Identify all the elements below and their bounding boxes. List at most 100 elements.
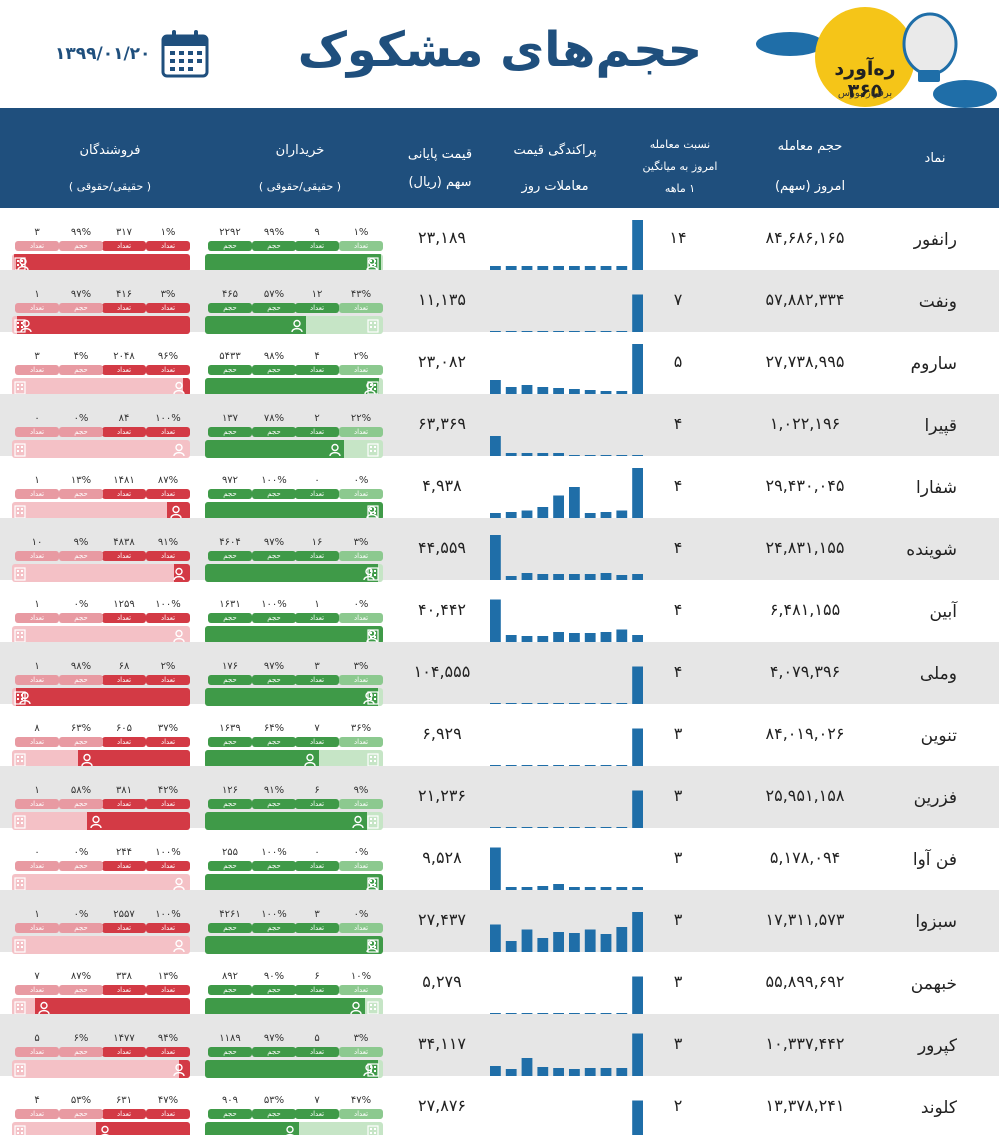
stat-value: ۱۲۶ bbox=[221, 785, 239, 796]
stat-pill: ۱۰۰% تعداد bbox=[146, 847, 190, 872]
stat-pill: ۶۴% حجم bbox=[252, 723, 296, 748]
spread-bar bbox=[632, 976, 643, 1014]
stat-pill: ۱۳% تعداد bbox=[146, 971, 190, 996]
stat-value: ۵۳% bbox=[70, 1095, 92, 1106]
person-icon bbox=[80, 752, 94, 767]
stat-pill: ۹۰۹ حجم bbox=[208, 1095, 252, 1120]
buyers-share-bar bbox=[205, 688, 383, 706]
stat-pill: ۲۵۵۷ تعداد bbox=[102, 909, 146, 934]
sellers-block: ۱% تعداد ۳۱۷ تعداد ۹۹% حجم ۳ تعداد bbox=[12, 227, 190, 274]
stat-value: ۹۹% bbox=[263, 227, 285, 238]
ratio-cell: ۷ bbox=[673, 290, 683, 309]
stat-label: تعداد bbox=[339, 551, 383, 561]
table-row: سبزوا ۱۷,۳۱۱,۵۷۳ ۳ ۲۷,۴۳۷ ۰% تعداد ۳ تعداد ۱۰۰% ح… bbox=[0, 890, 999, 954]
spread-bar bbox=[553, 765, 564, 766]
stat-value: ۱۲۵۹ bbox=[113, 599, 135, 610]
stat-value: ۹۱% bbox=[263, 785, 285, 796]
stat-value: ۳ bbox=[34, 227, 40, 238]
sellers-share-bar bbox=[12, 254, 190, 272]
table-row: کلوند ۱۳,۳۷۸,۲۴۱ ۲ ۲۷,۸۷۶ ۴۷% تعداد ۷ تعداد ۵۳% ح… bbox=[0, 1076, 999, 1135]
logo-text: ره‌آورد ۳۶۵ bbox=[834, 58, 896, 102]
stat-pill: ۴۸۳۸ تعداد bbox=[102, 537, 146, 562]
stat-value: ۴ bbox=[34, 1095, 40, 1106]
spread-bar bbox=[632, 912, 643, 952]
stat-value: ۹% bbox=[73, 537, 89, 548]
stat-pill: ۰% تعداد bbox=[339, 475, 383, 500]
spread-bar bbox=[632, 1100, 643, 1135]
volume-cell: ۲۹,۴۳۰,۰۴۵ bbox=[765, 476, 845, 495]
stat-pill: ۷ تعداد bbox=[295, 723, 339, 748]
header-volume-line2: امروز (سهم) bbox=[774, 179, 846, 194]
spread-bar bbox=[537, 507, 549, 518]
spread-bar bbox=[584, 1068, 596, 1076]
stat-pill: ۱ تعداد bbox=[15, 785, 59, 810]
stat-pill: ۴۲% تعداد bbox=[146, 785, 190, 810]
spread-bar bbox=[616, 629, 628, 642]
person-icon bbox=[172, 938, 186, 953]
spread-bar bbox=[553, 884, 564, 890]
stat-label: تعداد bbox=[15, 613, 59, 623]
sellers-share-bar bbox=[12, 998, 190, 1016]
spread-bar bbox=[616, 455, 628, 456]
spread-bar bbox=[553, 1013, 564, 1014]
stat-pill: ۶۳% حجم bbox=[59, 723, 103, 748]
stat-value: ۹۶% bbox=[157, 351, 179, 362]
spread-bar bbox=[616, 575, 628, 580]
sellers-individual-fill bbox=[182, 378, 190, 396]
spread-bar bbox=[584, 574, 596, 580]
symbol-cell: تنوین bbox=[920, 726, 957, 746]
page-title: حجم‌های مشکوک bbox=[297, 22, 703, 78]
stat-label: حجم bbox=[252, 799, 296, 809]
volume-cell: ۵۵,۸۹۹,۶۹۲ bbox=[765, 972, 845, 991]
stat-label: حجم bbox=[208, 365, 252, 375]
building-icon bbox=[14, 1000, 26, 1015]
stat-label: تعداد bbox=[146, 675, 190, 685]
price-spread-chart bbox=[490, 976, 643, 1014]
stat-label: حجم bbox=[252, 303, 296, 313]
stat-label: تعداد bbox=[295, 923, 339, 933]
stat-value: ۲۰۴۸ bbox=[113, 351, 135, 362]
buyers-block: ۳% تعداد ۵ تعداد ۹۷% حجم ۱۱۸۹ حجم bbox=[205, 1033, 383, 1080]
stat-pill: ۹۷% حجم bbox=[252, 661, 296, 686]
stat-pill: ۲% تعداد bbox=[339, 351, 383, 376]
stat-label: حجم bbox=[252, 1109, 296, 1119]
stat-label: حجم bbox=[252, 613, 296, 623]
price-cell: ۱۱,۱۳۵ bbox=[417, 290, 467, 309]
stat-value: ۸۹۲ bbox=[221, 971, 239, 982]
building-icon bbox=[14, 1124, 26, 1135]
volume-cell: ۵۷,۸۸۲,۳۳۴ bbox=[765, 290, 845, 309]
buyers-individual-fill bbox=[205, 564, 378, 582]
stat-pill: ۱۴۷۷ تعداد bbox=[102, 1033, 146, 1058]
sellers-block: ۳% تعداد ۴۱۶ تعداد ۹۷% حجم ۱ تعداد bbox=[12, 289, 190, 336]
stat-label: تعداد bbox=[102, 489, 146, 499]
stat-pill: ۱۰۰% تعداد bbox=[146, 909, 190, 934]
person-icon bbox=[172, 380, 186, 395]
buyers-block: ۳% تعداد ۱۶ تعداد ۹۷% حجم ۴۶۰۴ حجم bbox=[205, 537, 383, 584]
header-volume-line1: حجم معامله bbox=[777, 139, 843, 154]
table-row: تنوین ۸۴,۰۱۹,۰۲۶ ۳ ۶,۹۲۹ ۳۶% تعداد ۷ تعداد ۶۴% حج… bbox=[0, 704, 999, 768]
spread-bar bbox=[584, 390, 596, 394]
stat-label: تعداد bbox=[102, 1109, 146, 1119]
stat-pill: ۹۹% حجم bbox=[252, 227, 296, 252]
buyers-share-bar bbox=[205, 254, 383, 272]
spread-bar bbox=[537, 765, 549, 766]
stat-value: ۹۷% bbox=[263, 1033, 285, 1044]
spread-bar bbox=[569, 487, 580, 518]
stat-pill: ۹۸% حجم bbox=[252, 351, 296, 376]
buyers-share-bar bbox=[205, 378, 383, 396]
building-icon bbox=[14, 690, 26, 705]
sellers-block: ۴۷% تعداد ۶۳۱ تعداد ۵۳% حجم ۴ تعداد bbox=[12, 1095, 190, 1135]
balloon-logo-icon bbox=[756, 7, 997, 108]
building-icon bbox=[14, 566, 26, 581]
building-icon bbox=[367, 1000, 379, 1015]
stat-pill: ۹۱% حجم bbox=[252, 785, 296, 810]
spread-bar bbox=[490, 827, 501, 828]
stat-label: حجم bbox=[252, 985, 296, 995]
volume-cell: ۴,۰۷۹,۳۹۶ bbox=[769, 662, 841, 681]
stat-value: ۷ bbox=[34, 971, 40, 982]
stat-value: ۱۰% bbox=[350, 971, 372, 982]
stat-value: ۸ bbox=[34, 723, 40, 734]
stat-label: تعداد bbox=[295, 1109, 339, 1119]
symbol-cell: قپیرا bbox=[924, 416, 958, 436]
stat-pill: ۶ تعداد bbox=[295, 785, 339, 810]
